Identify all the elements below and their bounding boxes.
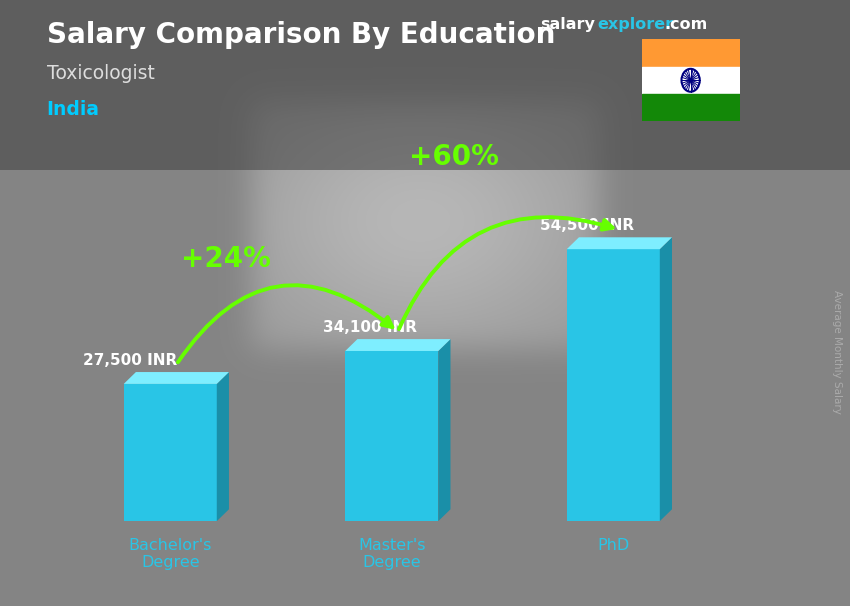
Text: +24%: +24% — [181, 245, 270, 273]
Text: +60%: +60% — [409, 144, 499, 171]
Polygon shape — [660, 238, 672, 521]
Text: explorer: explorer — [598, 17, 674, 32]
Text: .com: .com — [665, 17, 708, 32]
Text: Salary Comparison By Education: Salary Comparison By Education — [47, 21, 555, 49]
Polygon shape — [345, 339, 450, 351]
Text: 27,500 INR: 27,500 INR — [83, 353, 178, 368]
Polygon shape — [124, 372, 229, 384]
Text: Toxicologist: Toxicologist — [47, 64, 155, 82]
Bar — [642, 67, 740, 94]
Bar — [642, 39, 740, 67]
Polygon shape — [124, 384, 217, 521]
Polygon shape — [345, 351, 439, 521]
Text: 34,100 INR: 34,100 INR — [323, 320, 416, 335]
Polygon shape — [567, 238, 672, 249]
Bar — [642, 94, 740, 121]
Polygon shape — [217, 372, 229, 521]
Polygon shape — [439, 339, 451, 521]
Text: 54,500 INR: 54,500 INR — [540, 218, 634, 233]
Text: India: India — [47, 100, 99, 119]
Bar — [0, 0, 850, 170]
Text: salary: salary — [540, 17, 595, 32]
Polygon shape — [567, 249, 660, 521]
Circle shape — [689, 79, 692, 82]
Text: Average Monthly Salary: Average Monthly Salary — [832, 290, 842, 413]
